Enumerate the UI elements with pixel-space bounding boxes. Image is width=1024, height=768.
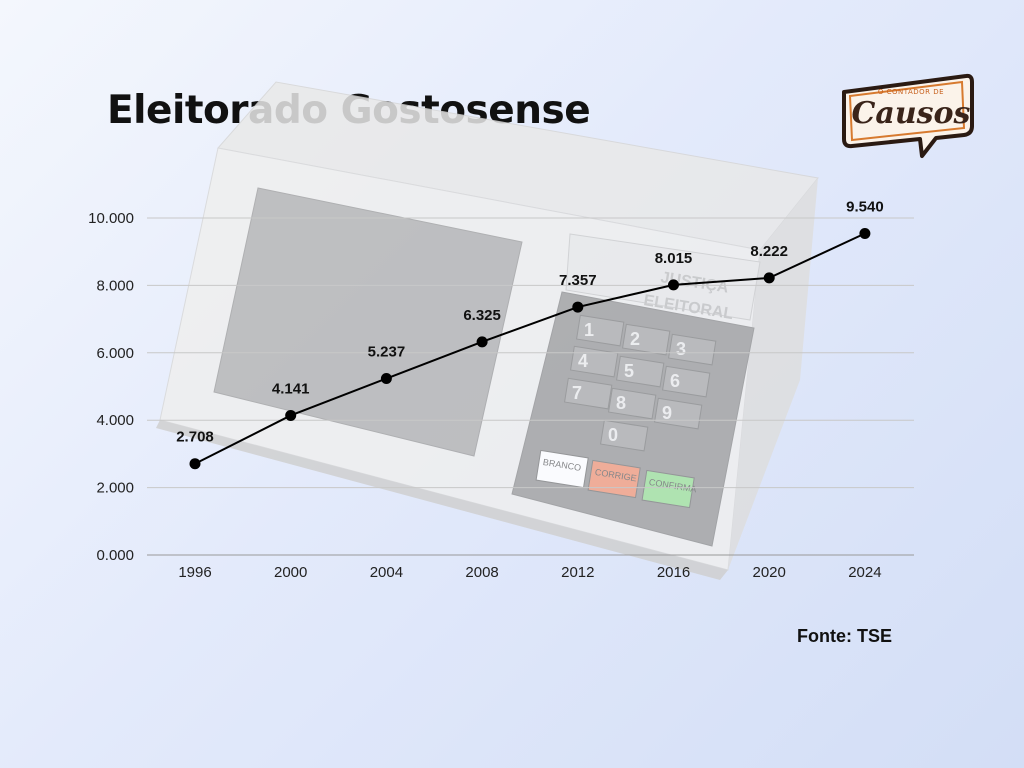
y-tick-label: 0.000 xyxy=(96,547,134,564)
keypad-key-label: 0 xyxy=(608,425,618,445)
x-tick-label: 1996 xyxy=(178,564,211,581)
keypad-key-bg xyxy=(622,323,671,356)
data-point xyxy=(285,409,297,421)
y-tick-label: 10.000 xyxy=(88,210,134,227)
gridlines xyxy=(147,217,914,489)
data-label: 4.141 xyxy=(272,380,310,397)
keypad-key-label: 7 xyxy=(572,383,582,403)
logo-small-text: O CONTADOR DE xyxy=(877,88,945,96)
keypad-key-bg xyxy=(616,355,665,388)
source-note: Fonte: TSE xyxy=(797,626,892,646)
x-tick-label: 2020 xyxy=(753,564,786,581)
data-point xyxy=(189,458,201,470)
speech-bubble-logo-icon xyxy=(842,73,974,158)
logo-big-text: Causos xyxy=(851,96,971,131)
y-tick-label: 4.000 xyxy=(96,412,134,429)
y-tick-label: 2.000 xyxy=(96,480,134,497)
data-point xyxy=(763,272,775,284)
keypad-key-label: 3 xyxy=(676,339,686,359)
keypad-key-label: 8 xyxy=(616,393,626,413)
keypad-key-bg xyxy=(564,377,613,410)
x-axis-ticks: 1996 2000 2004 2008 2012 2016 2020 2024 xyxy=(178,564,881,581)
data-label: 8.222 xyxy=(750,243,788,260)
data-label: 8.015 xyxy=(655,250,693,267)
x-tick-label: 2012 xyxy=(561,564,594,581)
keypad-key-label: 4 xyxy=(578,351,588,371)
data-label: 5.237 xyxy=(368,344,406,361)
machine-keypad: 1 2 3 4 5 6 7 8 9 0 xyxy=(564,314,717,452)
logo: O CONTADOR DE Causos xyxy=(838,72,976,160)
data-label: 6.325 xyxy=(463,307,501,324)
keypad-key-bg xyxy=(608,387,657,420)
y-tick-label: 6.000 xyxy=(96,345,134,362)
keypad-key-bg xyxy=(600,419,649,452)
data-point xyxy=(668,279,679,291)
data-label: 9.540 xyxy=(846,199,884,216)
keypad-key-bg xyxy=(654,397,703,430)
x-tick-label: 2004 xyxy=(370,564,403,581)
data-point xyxy=(572,301,584,313)
x-tick-label: 2000 xyxy=(274,564,307,581)
keypad-key-bg xyxy=(662,365,711,398)
data-point xyxy=(476,336,488,348)
y-axis-ticks: 0.000 2.000 4.000 6.000 8.000 10.000 xyxy=(88,210,134,564)
keypad-key-label: 9 xyxy=(662,403,672,423)
keypad-key-bg xyxy=(570,345,619,378)
data-point xyxy=(380,373,392,385)
series-line xyxy=(194,232,866,465)
machine-button-bg xyxy=(587,459,641,499)
x-tick-label: 2008 xyxy=(465,564,498,581)
y-tick-label: 8.000 xyxy=(96,277,134,294)
keypad-key-label: 2 xyxy=(630,329,640,349)
x-tick-label: 2016 xyxy=(657,564,690,581)
keypad-key-label: 1 xyxy=(584,320,594,340)
data-point xyxy=(859,228,871,240)
data-label: 7.357 xyxy=(559,272,597,289)
voting-machine-illustration: JUSTIÇA ELEITORAL 1 2 34 5 67 8 90 BRANCOCORRI… xyxy=(156,81,819,580)
keypad-key-bg xyxy=(576,314,625,347)
keypad-key-label: 6 xyxy=(670,371,680,391)
data-labels: 2.708 4.141 5.237 6.325 7.357 8.015 8.222 9.540 xyxy=(176,199,883,446)
x-tick-label: 2024 xyxy=(848,564,881,581)
keypad-key-label: 5 xyxy=(624,361,634,381)
data-label: 2.708 xyxy=(176,429,214,446)
data-points xyxy=(189,228,871,470)
machine-button-bg xyxy=(641,469,695,509)
machine-button-bg xyxy=(535,449,589,489)
